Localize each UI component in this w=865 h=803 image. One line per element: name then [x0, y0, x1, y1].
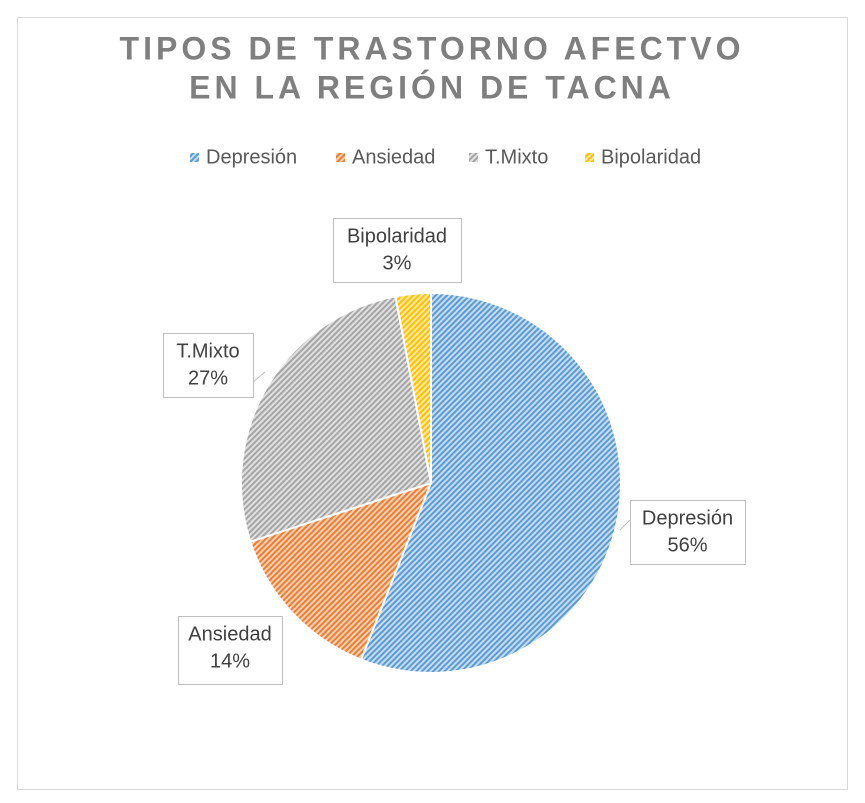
- data-label-value: 3%: [383, 252, 412, 274]
- pie-slice: [394, 291, 432, 484]
- leader-line: [252, 371, 266, 383]
- data-label-category: Bipolaridad: [347, 225, 447, 247]
- data-label-value: 56%: [667, 534, 707, 556]
- data-label-box: [630, 500, 746, 565]
- legend-label: Ansiedad: [352, 146, 435, 168]
- legend-marker: [190, 153, 199, 162]
- data-label-category: Ansiedad: [188, 623, 271, 645]
- data-label-box: [333, 218, 462, 283]
- legend-label: T.Mixto: [485, 146, 548, 168]
- pie-slice: [240, 295, 433, 543]
- data-label-category: T.Mixto: [176, 340, 239, 362]
- leader-line: [619, 519, 631, 531]
- data-label-box: [163, 333, 254, 398]
- legend-marker: [585, 153, 594, 162]
- legend-marker: [336, 153, 345, 162]
- pie-slice: [359, 291, 622, 674]
- legend-label: Depresión: [206, 146, 297, 168]
- chart-title: TIPOS DE TRASTORNO AFECTVO: [120, 30, 745, 66]
- data-label-category: Depresión: [642, 507, 733, 529]
- chart-title: EN LA REGIÓN DE TACNA: [189, 69, 675, 105]
- legend-label: Bipolaridad: [601, 146, 701, 168]
- legend-marker: [469, 153, 478, 162]
- data-label-value: 14%: [210, 650, 250, 672]
- data-label-box: [178, 616, 283, 685]
- data-label-value: 27%: [188, 367, 228, 389]
